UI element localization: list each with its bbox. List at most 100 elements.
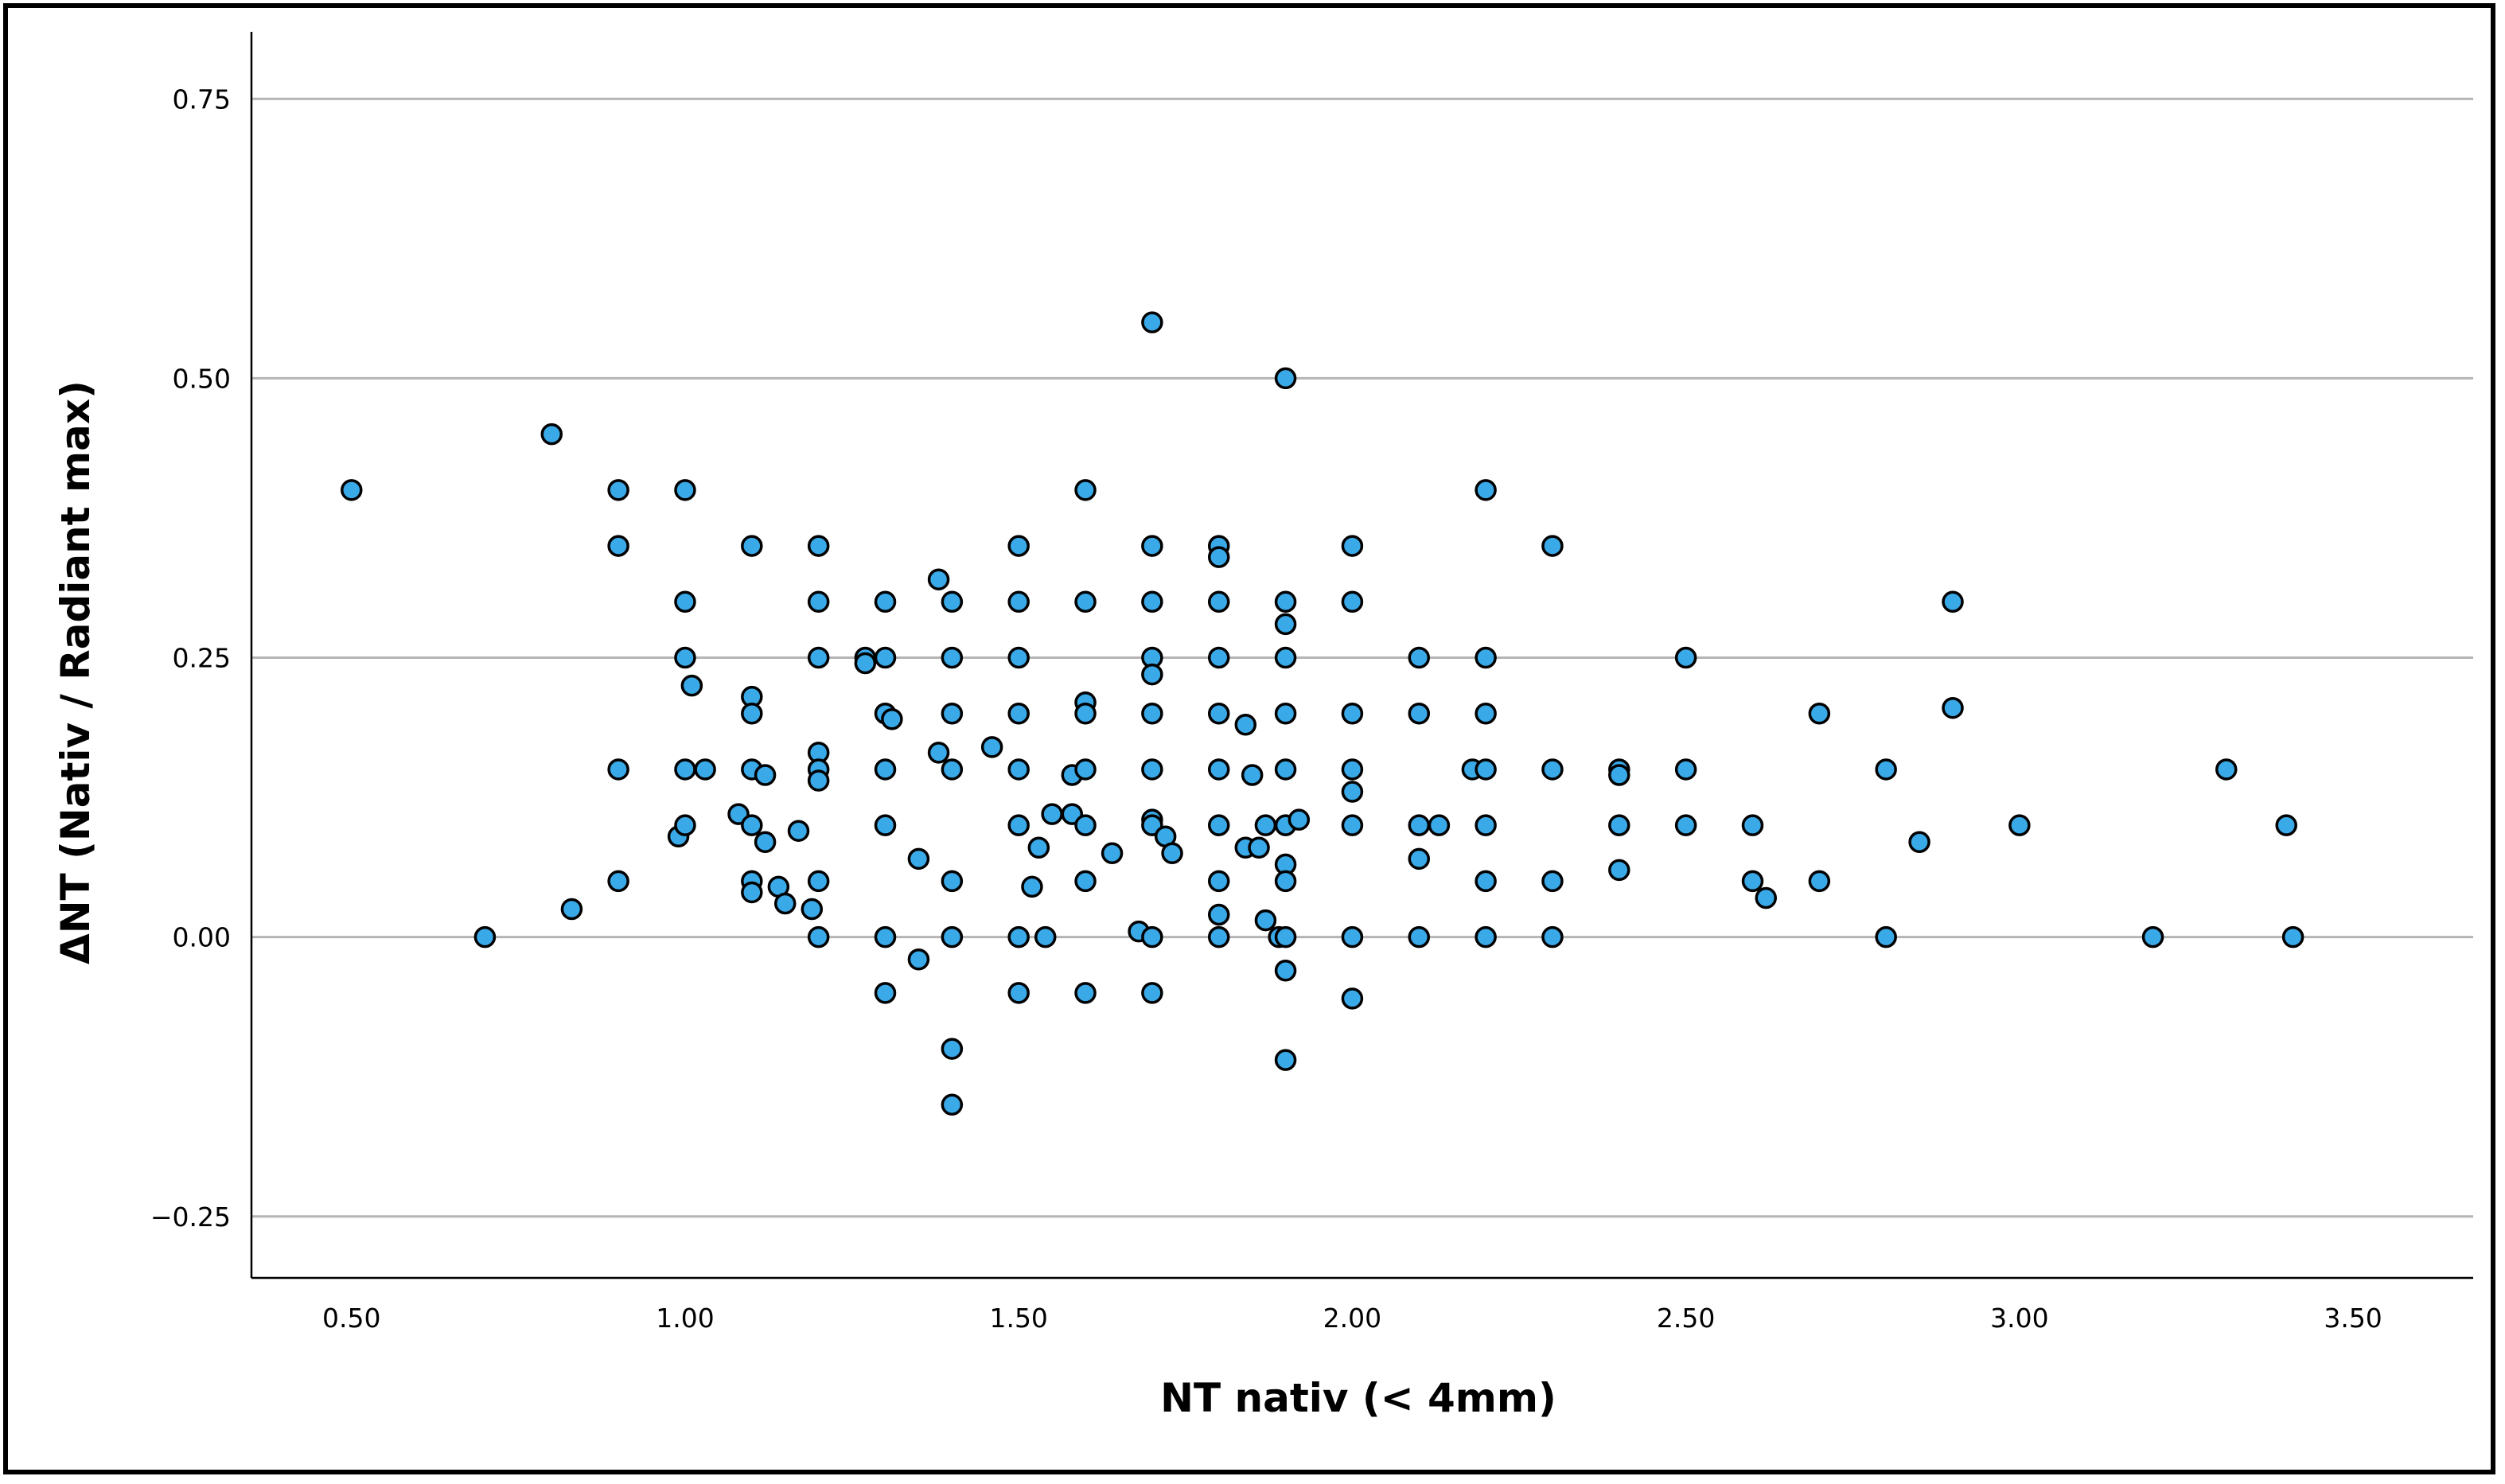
data-point <box>1274 590 1297 613</box>
data-point <box>801 898 824 921</box>
data-point <box>1942 696 1964 719</box>
data-point <box>1141 663 1163 686</box>
data-point <box>1141 590 1163 613</box>
data-point <box>741 881 763 904</box>
data-point <box>1027 836 1050 859</box>
data-point <box>741 702 763 725</box>
data-point <box>1274 367 1297 390</box>
x-tick-label: 2.50 <box>1657 1303 1715 1334</box>
data-point <box>1341 781 1364 803</box>
data-point <box>754 764 777 786</box>
x-tick-label: 1.00 <box>656 1303 714 1334</box>
data-point <box>907 948 930 971</box>
data-point <box>1234 714 1257 736</box>
data-point <box>807 590 830 613</box>
data-point <box>941 925 964 948</box>
data-point <box>1408 702 1431 725</box>
data-point <box>741 535 763 557</box>
data-point <box>874 758 897 781</box>
x-tick-label: 3.50 <box>2324 1303 2382 1334</box>
data-point <box>1274 925 1297 948</box>
data-point <box>607 535 629 557</box>
data-point <box>1674 646 1697 669</box>
data-point <box>941 590 964 613</box>
data-point <box>1475 758 1497 781</box>
x-tick-label: 3.00 <box>1990 1303 2048 1334</box>
data-point <box>1207 702 1230 725</box>
data-point <box>1074 758 1097 781</box>
data-point <box>941 870 964 893</box>
data-point <box>1207 925 1230 948</box>
x-tick-label: 1.50 <box>989 1303 1047 1334</box>
data-point <box>1475 646 1497 669</box>
data-point <box>1074 982 1097 1004</box>
data-point <box>881 708 903 730</box>
data-point <box>1408 646 1431 669</box>
data-point <box>1007 702 1030 725</box>
data-point <box>774 892 797 915</box>
data-point <box>1341 702 1364 725</box>
data-point <box>674 646 696 669</box>
data-point <box>807 769 830 792</box>
data-point <box>874 646 897 669</box>
data-point <box>1254 909 1277 932</box>
data-point <box>941 702 964 725</box>
data-point <box>1207 814 1230 836</box>
data-point <box>1141 535 1163 557</box>
data-point <box>1808 702 1831 725</box>
data-point <box>1034 925 1057 948</box>
data-point <box>941 1038 964 1060</box>
y-tick-label: 0.50 <box>173 363 231 394</box>
data-point <box>1161 842 1183 865</box>
data-point <box>1021 875 1043 898</box>
data-point <box>1274 960 1297 982</box>
data-point <box>1141 702 1163 725</box>
y-axis-title: ΔNT (Nativ / Radiant max) <box>53 380 99 964</box>
data-point <box>674 590 696 613</box>
data-point <box>907 847 930 871</box>
data-point <box>1475 925 1497 948</box>
data-point <box>1608 814 1630 836</box>
data-point <box>1808 870 1831 893</box>
data-point <box>1207 870 1230 893</box>
data-point <box>1141 982 1163 1004</box>
data-point <box>2008 814 2031 836</box>
data-point <box>1341 987 1364 1010</box>
data-point <box>1074 814 1097 836</box>
tick-labels: −0.25 0.00 0.25 0.50 0.75 0.50 1.00 1.50 2.00 2.5… <box>150 84 2382 1334</box>
data-point <box>607 870 629 893</box>
data-point <box>741 814 763 836</box>
data-point <box>927 742 950 764</box>
data-point <box>1475 814 1497 836</box>
data-point <box>694 758 716 781</box>
data-point <box>1248 836 1270 859</box>
data-points <box>341 311 2304 1116</box>
data-point <box>1041 803 1063 825</box>
y-tick-label: −0.25 <box>150 1202 231 1233</box>
data-point <box>1608 859 1630 882</box>
data-point <box>1207 546 1230 568</box>
data-point <box>1408 925 1431 948</box>
data-point <box>1207 903 1230 926</box>
data-point <box>1007 814 1030 836</box>
data-point <box>1274 1049 1297 1071</box>
data-point <box>1207 758 1230 781</box>
data-point <box>341 479 363 501</box>
data-point <box>1254 814 1277 836</box>
data-point <box>607 479 629 501</box>
data-point <box>1608 764 1630 786</box>
data-point <box>1141 758 1163 781</box>
data-point <box>1007 535 1030 557</box>
data-point <box>1475 870 1497 893</box>
data-point <box>1428 814 1451 836</box>
data-point <box>1274 646 1297 669</box>
data-point <box>674 479 696 501</box>
data-point <box>1207 590 1230 613</box>
data-point <box>1007 646 1030 669</box>
x-axis-title: NT nativ (< 4mm) <box>1160 1375 1556 1421</box>
data-point <box>1101 842 1124 865</box>
data-point <box>473 925 497 948</box>
data-point <box>1341 925 1364 948</box>
data-point <box>1274 702 1297 725</box>
